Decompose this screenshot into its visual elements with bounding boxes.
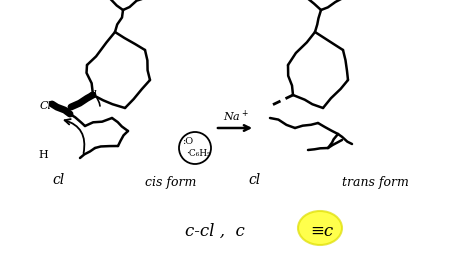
Text: H: H [38,150,48,160]
Text: ·C₆H₅: ·C₆H₅ [186,149,211,158]
Text: cl: cl [52,173,64,187]
Text: :O: :O [183,137,194,146]
Text: cl: cl [248,173,260,187]
Text: trans form: trans form [342,176,409,189]
Text: c-cl ,  c: c-cl , c [185,223,245,240]
Text: Cl: Cl [40,101,52,111]
Text: ≡c: ≡c [310,223,333,240]
Text: cis form: cis form [145,176,196,189]
Ellipse shape [298,211,342,245]
Text: Na$^+$: Na$^+$ [223,109,249,124]
Text: cl: cl [88,90,98,100]
